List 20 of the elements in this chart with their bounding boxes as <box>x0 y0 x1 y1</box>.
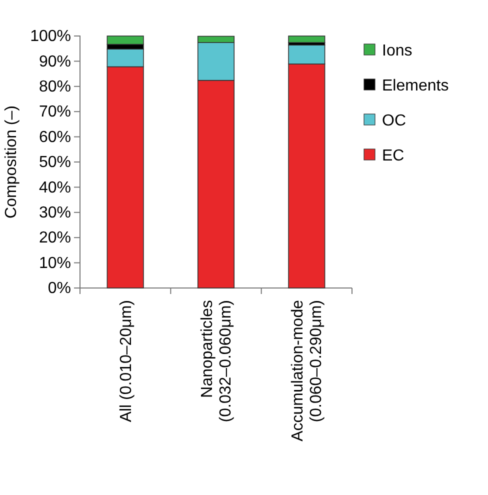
y-tick-label: 90% <box>38 53 71 70</box>
x-tick-label: Nanoparticles (0.032–0.060μm) <box>199 300 234 422</box>
y-tick-label: 30% <box>38 204 71 222</box>
y-axis-title: Composition (–) <box>3 106 20 218</box>
y-tick-label: 60% <box>38 128 71 146</box>
y-tick-label: 100% <box>30 28 71 46</box>
x-tick-label: Accumulation-mode (0.060–0.290μm) <box>290 300 326 442</box>
bar <box>288 36 326 43</box>
legend-label: Ions <box>382 42 412 60</box>
x-tick-label: All (0.010–20μm) <box>118 300 135 422</box>
y-tick-label: 50% <box>38 154 71 172</box>
legend-label: OC <box>382 112 406 130</box>
legend-label: EC <box>382 148 404 165</box>
y-tick-label: 80% <box>38 78 71 96</box>
y-tick-label: 0% <box>48 280 71 298</box>
y-tick-label: 70% <box>38 104 71 121</box>
legend-label: Elements <box>382 78 449 95</box>
y-tick-label: 40% <box>38 179 71 196</box>
y-tick-label: 10% <box>38 254 71 272</box>
y-tick-label: 20% <box>38 230 71 247</box>
